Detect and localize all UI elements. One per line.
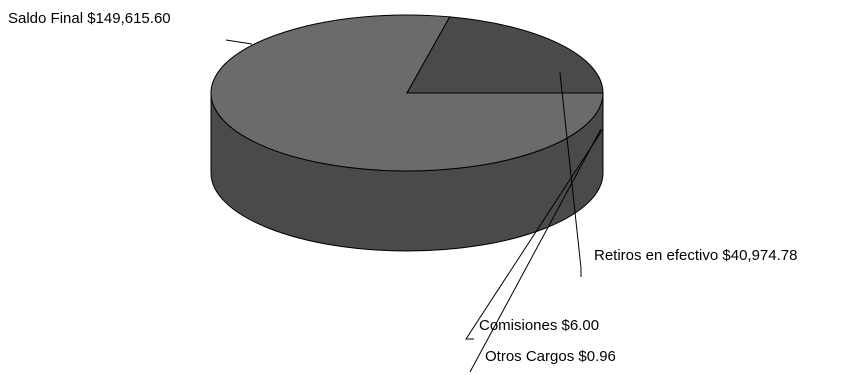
leader-comisiones [465,128,604,340]
leader-retiros-en-efectivo [559,72,582,277]
label-retiros-en-efectivo: Retiros en efectivo $40,974.78 [594,247,797,264]
label-leader-lines [225,39,604,373]
leader-otros-cargos [469,128,602,373]
label-comisiones: Comisiones $6.00 [479,317,599,334]
pie-top-faces [210,14,604,172]
slice-labels: Saldo Final $149,615.60 Retiros en efect… [8,10,797,365]
leader-saldo-final [225,39,253,45]
label-otros-cargos: Otros Cargos $0.96 [485,348,616,365]
label-saldo-final: Saldo Final $149,615.60 [8,10,171,27]
pie-slice-retiros-en-efectivo [406,16,604,94]
